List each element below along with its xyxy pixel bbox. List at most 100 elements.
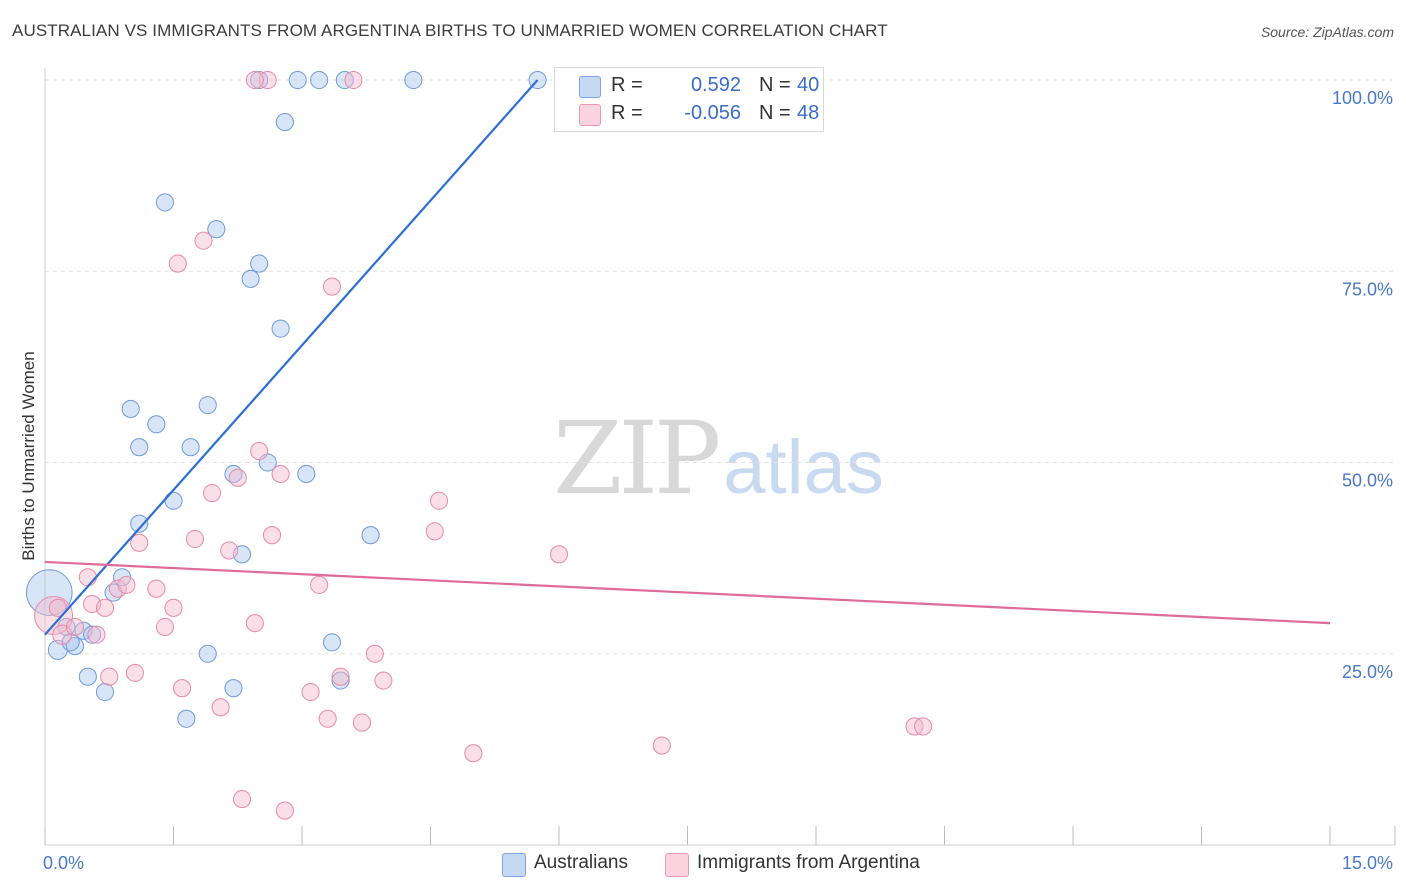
data-point <box>271 319 290 338</box>
series-immigrants-from-argentina <box>34 70 933 820</box>
data-point <box>164 491 183 510</box>
data-point <box>310 575 329 594</box>
data-point <box>198 644 217 663</box>
watermark-atlas: atlas <box>723 425 884 510</box>
data-point <box>250 254 269 273</box>
data-point <box>95 598 115 617</box>
trend-line-argentina <box>44 560 1331 625</box>
data-point <box>297 464 316 484</box>
data-point <box>361 526 380 545</box>
data-point <box>211 698 230 717</box>
n-value: 48 <box>797 102 820 124</box>
data-point <box>168 254 187 273</box>
data-point <box>275 113 294 132</box>
data-point <box>83 625 102 644</box>
legend-swatch-pink <box>665 853 689 877</box>
x-tick-label-max: 15.0% <box>1342 853 1393 873</box>
data-point <box>95 682 115 702</box>
data-point <box>130 533 149 552</box>
data-point <box>464 744 483 763</box>
y-tick-label: 50.0% <box>1342 471 1393 491</box>
watermark: ZIPatlas <box>553 400 884 517</box>
data-point <box>164 598 183 617</box>
trend-line-australians <box>44 79 539 636</box>
data-point <box>301 682 320 702</box>
x-ticks <box>44 826 1396 845</box>
r-value: -0.056 <box>684 102 741 124</box>
data-point <box>344 70 363 90</box>
data-point <box>108 579 127 598</box>
trend-lines <box>44 79 1331 636</box>
legend-label: Australians <box>534 852 628 873</box>
data-point <box>117 575 136 594</box>
correlation-legend: R = 0.592 N = 40 R = -0.056 N = 48 <box>554 67 824 132</box>
data-point <box>155 193 174 212</box>
data-point <box>652 736 671 755</box>
x-tick-label-min: 0.0% <box>43 853 84 873</box>
data-point <box>331 671 350 690</box>
chart-title: AUSTRALIAN VS IMMIGRANTS FROM ARGENTINA … <box>12 21 888 40</box>
watermark-zip: ZIP <box>553 400 721 517</box>
data-point <box>220 541 239 560</box>
data-point <box>271 464 290 484</box>
data-point <box>207 220 226 239</box>
y-tick-label: 100.0% <box>1332 88 1393 108</box>
r-label: R = <box>611 102 643 124</box>
data-point <box>121 399 140 419</box>
r-value: 0.592 <box>690 74 741 96</box>
data-point <box>331 667 350 686</box>
data-point <box>318 709 337 728</box>
data-point <box>275 801 294 820</box>
data-point <box>288 70 307 90</box>
data-point <box>250 441 269 461</box>
data-point <box>130 438 149 457</box>
data-point <box>61 633 80 652</box>
n-label: N = <box>759 74 791 96</box>
data-point <box>262 526 282 545</box>
data-point <box>173 679 192 698</box>
data-point <box>430 491 449 510</box>
data-point <box>203 484 222 503</box>
data-point <box>78 568 97 587</box>
data-point <box>322 277 342 296</box>
data-point <box>194 231 213 250</box>
data-point <box>914 717 933 736</box>
data-point <box>322 633 342 652</box>
data-point <box>130 514 149 533</box>
data-point <box>425 522 444 541</box>
data-point <box>100 667 119 686</box>
y-tick-label: 75.0% <box>1342 279 1393 299</box>
source-label: Source: ZipAtlas.com <box>1260 24 1394 40</box>
gridlines <box>45 79 1395 655</box>
n-value: 40 <box>797 74 820 96</box>
data-point <box>147 415 166 434</box>
legend-label: Immigrants from Argentina <box>697 852 920 873</box>
data-point <box>87 625 106 644</box>
data-point <box>232 790 252 809</box>
legend-swatch-blue <box>502 853 526 877</box>
data-point <box>365 644 384 663</box>
series-australians <box>25 70 547 728</box>
data-point <box>181 438 200 457</box>
y-axis-label: Births to Unmarried Women <box>19 351 38 560</box>
data-point <box>245 614 264 633</box>
data-point <box>258 70 277 90</box>
y-tick-label: 25.0% <box>1342 662 1393 682</box>
data-point <box>549 545 569 564</box>
data-point <box>65 617 85 637</box>
r-label: R = <box>611 74 643 96</box>
data-point <box>224 679 243 698</box>
data-point <box>241 269 260 288</box>
data-point <box>185 529 204 549</box>
legend-swatch-pink <box>579 104 601 126</box>
data-point <box>374 671 393 690</box>
data-point <box>155 617 174 637</box>
data-point <box>310 70 329 90</box>
data-point <box>78 667 97 686</box>
data-point <box>147 579 166 598</box>
data-point <box>198 396 217 415</box>
data-point <box>177 709 196 728</box>
data-point <box>228 468 247 487</box>
data-point <box>352 713 372 732</box>
